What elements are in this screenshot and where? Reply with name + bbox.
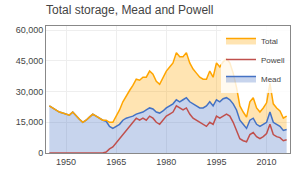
svg-text:60,000: 60,000 [16,25,44,35]
svg-text:1995: 1995 [206,157,226,167]
svg-text:Total storage, Mead and Powell: Total storage, Mead and Powell [46,3,213,17]
svg-text:15,000: 15,000 [16,117,44,127]
svg-text:1980: 1980 [156,157,176,167]
svg-text:Mead: Mead [261,75,281,84]
svg-text:0: 0 [38,148,43,158]
svg-text:1965: 1965 [106,157,126,167]
svg-text:Powell: Powell [261,56,285,65]
svg-text:1950: 1950 [56,157,76,167]
svg-text:45,000: 45,000 [16,56,44,66]
svg-text:30,000: 30,000 [16,87,44,97]
svg-text:Total: Total [261,37,278,46]
svg-text:2010: 2010 [257,157,277,167]
